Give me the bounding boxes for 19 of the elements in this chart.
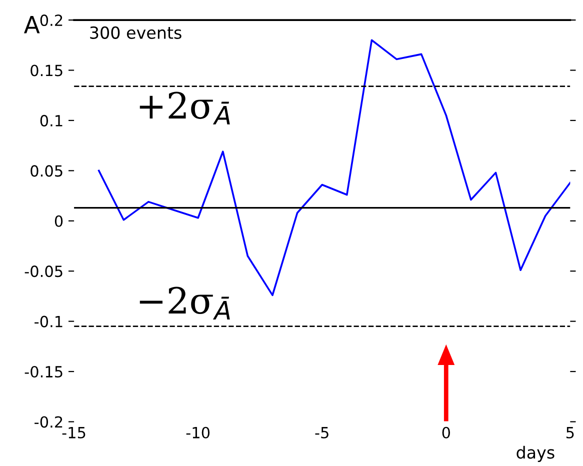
ref-line-label: −2σ$_{Ā}$ <box>140 286 230 320</box>
x-tick-label: -5 <box>315 427 328 438</box>
y-axis-title: A <box>24 16 40 34</box>
y-tick-label: 0.15 <box>30 64 62 76</box>
x-axis-title: days <box>516 446 554 462</box>
annotation: 300 events <box>90 26 182 39</box>
y-tick-label: -0.15 <box>24 366 62 378</box>
y-tick-label: -0.2 <box>34 416 62 428</box>
x-tick-label: -15 <box>62 427 86 438</box>
y-tick-label: 0 <box>54 215 63 227</box>
ref-line-label: +2σ$_{Ā}$ <box>140 92 230 124</box>
y-tick-label: 0.05 <box>30 165 62 177</box>
y-tick-label: -0.1 <box>34 316 62 328</box>
x-tick-label: 0 <box>442 426 450 438</box>
y-tick-label: -0.05 <box>24 266 62 278</box>
y-tick-label: 0.2 <box>40 14 62 26</box>
y-tick-label: 0.1 <box>40 114 62 126</box>
x-tick-label: 5 <box>566 427 574 438</box>
x-tick-label: -10 <box>186 426 210 438</box>
